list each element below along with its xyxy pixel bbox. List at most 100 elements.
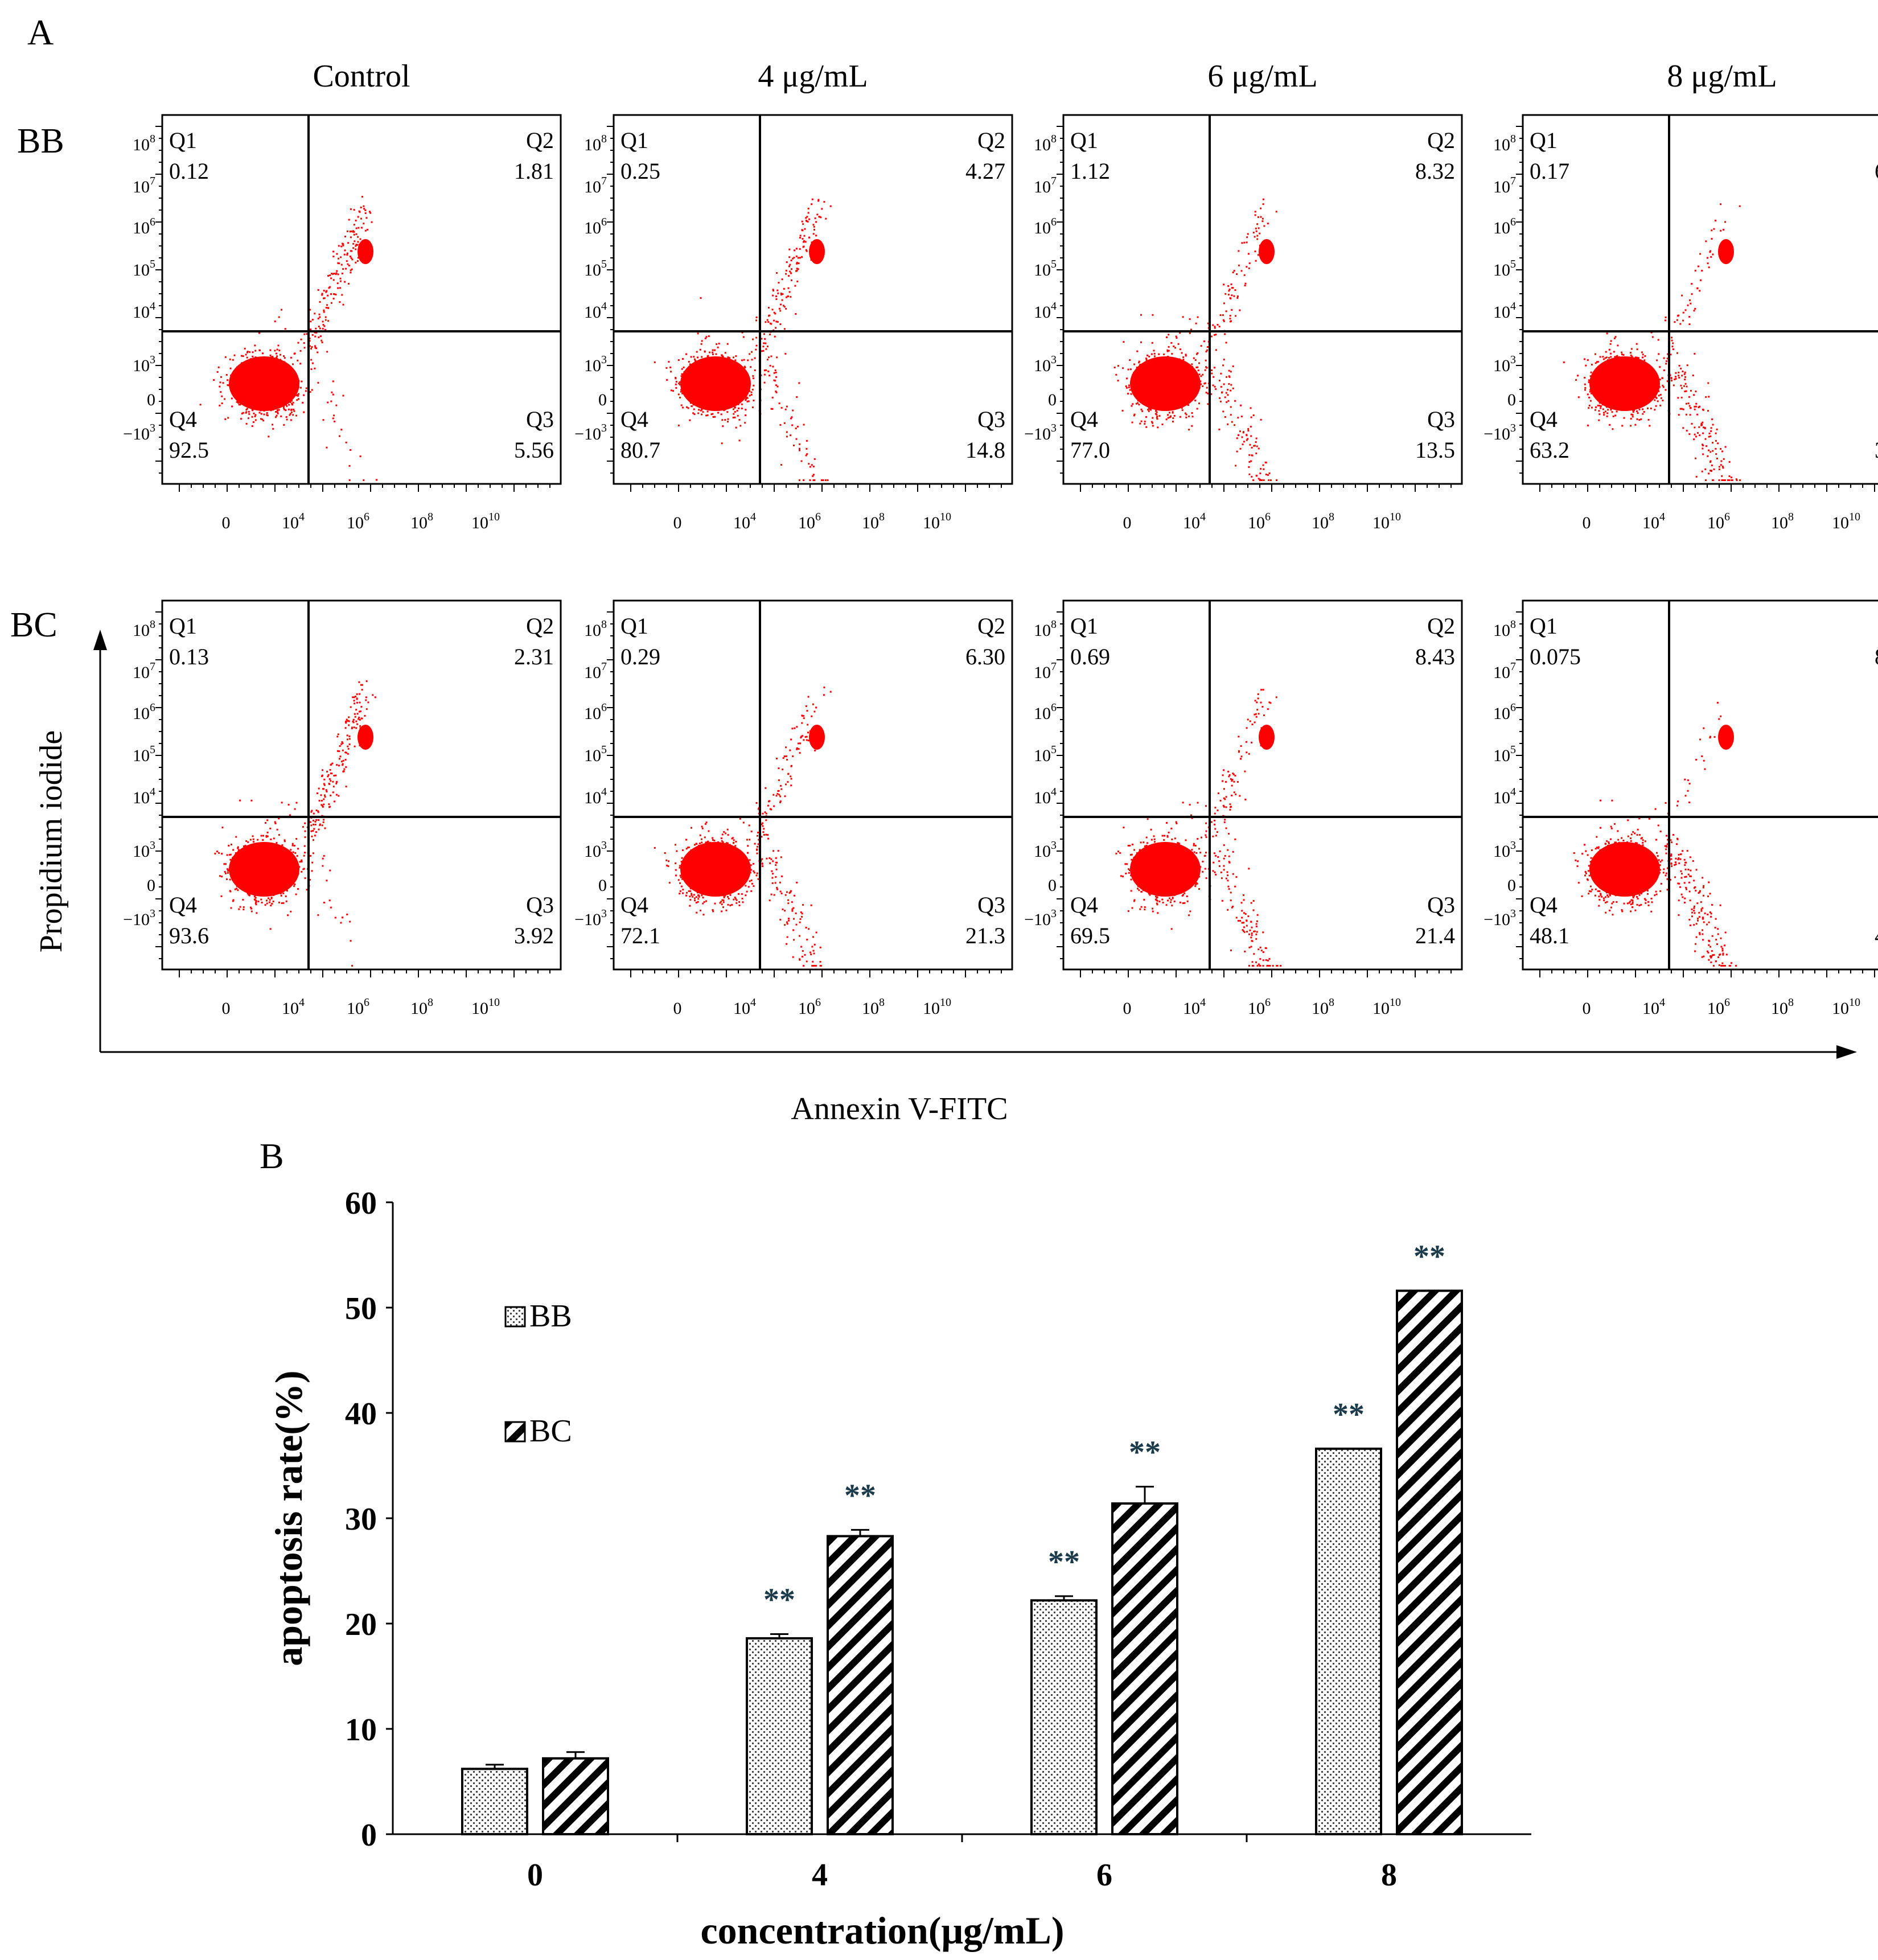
event-dot (340, 429, 343, 431)
event-dot (235, 836, 237, 838)
event-dot (771, 408, 774, 410)
event-dot (217, 366, 220, 368)
event-dot (802, 238, 804, 240)
event-dot (1258, 478, 1260, 480)
event-dot (318, 828, 320, 831)
event-dot (323, 902, 325, 903)
event-dot (1189, 332, 1191, 334)
event-dot (246, 351, 248, 354)
event-dot (1163, 354, 1165, 355)
event-dot (813, 229, 815, 231)
event-dot (341, 741, 343, 743)
event-dot (796, 425, 799, 428)
event-dot (735, 426, 737, 429)
event-dot (1250, 416, 1252, 418)
event-dot (681, 368, 683, 370)
event-dot (292, 363, 294, 365)
event-dot (1218, 326, 1221, 328)
cluster-core (229, 842, 299, 897)
event-dot (1246, 434, 1248, 437)
event-dot (1720, 229, 1722, 232)
event-dot (1197, 366, 1198, 368)
event-dot (1588, 407, 1590, 409)
event-dot (1247, 438, 1249, 440)
event-dot (1234, 289, 1236, 291)
x-tick-label: 0 (222, 513, 231, 532)
event-dot (326, 446, 328, 449)
event-dot (1695, 405, 1697, 408)
event-dot (263, 413, 265, 416)
event-dot (269, 349, 272, 351)
event-dot (1206, 349, 1209, 351)
event-dot (1133, 414, 1135, 417)
event-dot (813, 458, 816, 460)
event-dot (315, 810, 318, 811)
event-dot (772, 289, 774, 291)
event-dot (1694, 426, 1696, 429)
event-dot (323, 309, 325, 311)
event-dot (1665, 319, 1666, 322)
row-label-bb: BB (17, 122, 64, 161)
event-dot (278, 901, 280, 903)
event-dot (1224, 293, 1227, 295)
event-dot (281, 802, 283, 804)
event-dot (1684, 379, 1686, 381)
event-dot (346, 738, 348, 741)
event-dot (322, 324, 324, 326)
event-dot (1590, 371, 1592, 373)
event-dot (1131, 421, 1133, 424)
event-dot (779, 424, 782, 426)
event-dot (789, 264, 791, 266)
event-dot (340, 761, 343, 763)
event-dot (342, 917, 343, 919)
event-dot (1660, 397, 1662, 399)
event-dot (1225, 392, 1227, 394)
event-dot (1606, 412, 1609, 414)
event-dot (246, 351, 249, 353)
event-dot (284, 328, 286, 330)
event-dot (1584, 389, 1586, 391)
event-dot (280, 354, 281, 356)
event-dot (1608, 357, 1610, 359)
event-dot (721, 442, 723, 445)
event-dot (1679, 323, 1682, 325)
event-dot (1682, 371, 1684, 372)
x-tick-label: 108 (1312, 511, 1334, 532)
event-dot (356, 701, 358, 704)
event-dot (712, 354, 714, 355)
event-dot (1634, 356, 1637, 359)
event-dot (353, 696, 355, 698)
event-dot (344, 281, 346, 283)
scatter-points (654, 687, 832, 967)
event-dot (1228, 288, 1231, 290)
event-dot (788, 248, 791, 250)
event-dot (262, 839, 264, 841)
event-dot (1227, 294, 1230, 296)
event-dot (1239, 309, 1241, 311)
event-dot (274, 416, 277, 418)
event-dot (324, 316, 327, 318)
event-dot (300, 338, 302, 340)
event-dot (330, 794, 332, 796)
event-dot (332, 780, 334, 783)
event-dot (720, 413, 722, 416)
event-dot (767, 370, 770, 372)
event-dot (363, 479, 365, 481)
event-dot (1679, 408, 1682, 410)
event-dot (1137, 402, 1139, 404)
event-dot (364, 714, 366, 717)
event-dot (1200, 345, 1202, 347)
event-dot (1260, 468, 1262, 470)
event-dot (1224, 396, 1226, 398)
event-dot (249, 839, 252, 841)
event-dot (1674, 321, 1676, 323)
event-dot (1690, 302, 1692, 305)
event-dot (324, 328, 326, 331)
event-dot (1206, 367, 1208, 369)
event-dot (718, 343, 720, 345)
event-dot (1641, 351, 1643, 354)
event-dot (1720, 448, 1722, 450)
quadrant-q1-value: 0.12 (169, 158, 209, 184)
event-dot (1123, 341, 1125, 343)
y-tick-label: 105 (133, 258, 155, 280)
